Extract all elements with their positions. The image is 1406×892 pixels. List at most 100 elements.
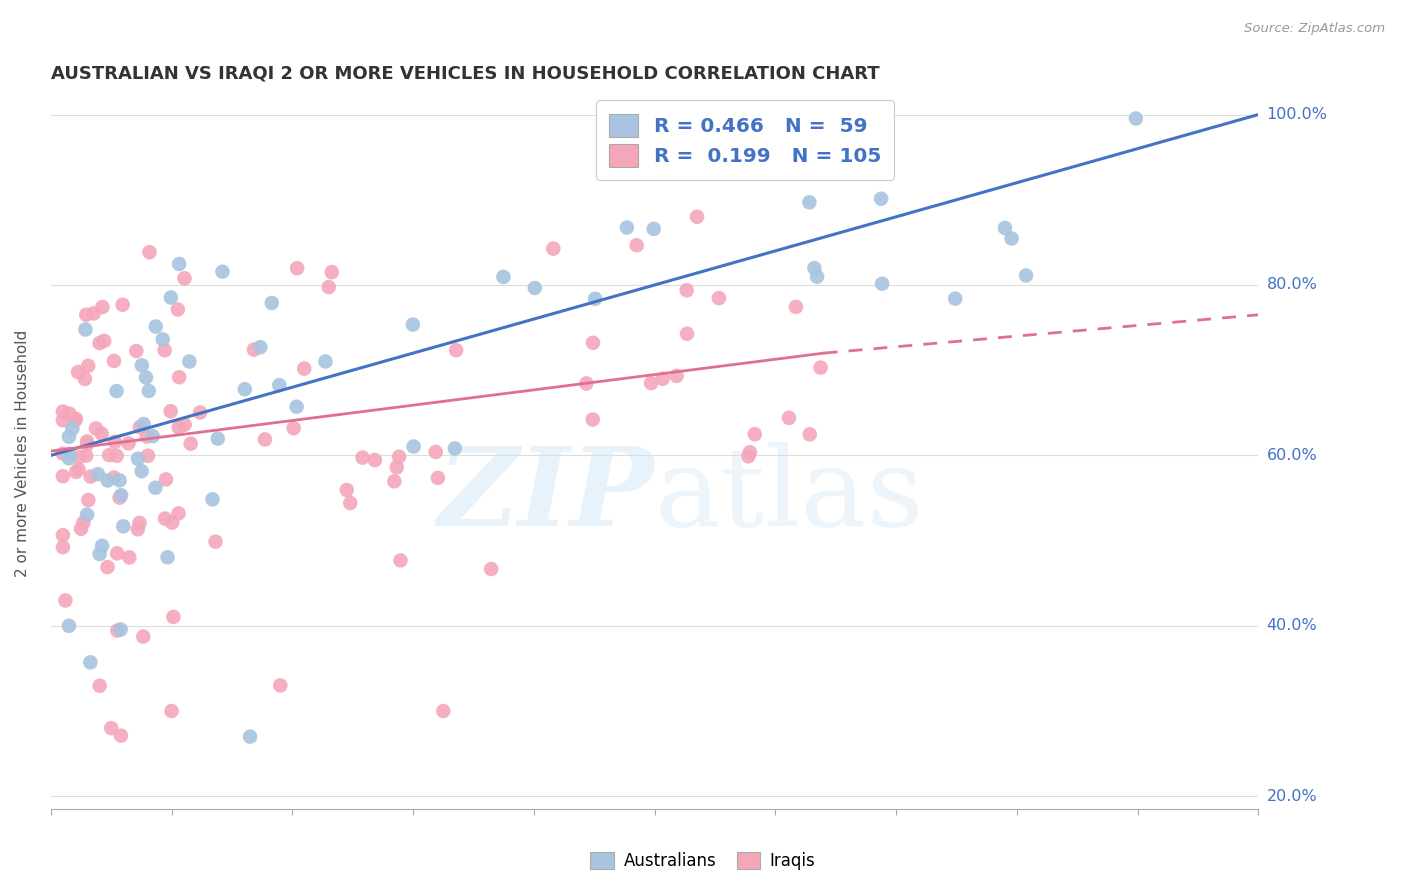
Point bbox=[543, 242, 565, 256]
Point bbox=[179, 354, 201, 368]
Point bbox=[640, 376, 662, 390]
Point bbox=[128, 420, 150, 434]
Point bbox=[52, 469, 75, 483]
Text: ZIP: ZIP bbox=[439, 442, 655, 549]
Point bbox=[112, 519, 135, 533]
Text: 100.0%: 100.0% bbox=[1267, 107, 1327, 122]
Point bbox=[90, 426, 112, 441]
Point bbox=[132, 417, 155, 431]
Text: Source: ZipAtlas.com: Source: ZipAtlas.com bbox=[1244, 22, 1385, 36]
Point bbox=[253, 433, 276, 447]
Point bbox=[52, 404, 75, 418]
Point bbox=[70, 522, 93, 536]
Point bbox=[613, 133, 636, 147]
Point bbox=[339, 496, 361, 510]
Point bbox=[76, 437, 98, 451]
Point bbox=[676, 326, 699, 341]
Point bbox=[233, 382, 256, 396]
Point bbox=[616, 220, 638, 235]
Point bbox=[204, 534, 226, 549]
Point bbox=[127, 522, 149, 536]
Point bbox=[211, 265, 233, 279]
Point bbox=[110, 623, 132, 637]
Point bbox=[153, 343, 176, 358]
Point bbox=[738, 445, 761, 459]
Point bbox=[91, 539, 114, 553]
Point bbox=[131, 464, 153, 478]
Point bbox=[285, 400, 308, 414]
Point bbox=[96, 560, 118, 574]
Point bbox=[76, 434, 98, 449]
Point bbox=[58, 619, 80, 633]
Point bbox=[575, 376, 598, 391]
Point bbox=[162, 610, 184, 624]
Point bbox=[108, 474, 131, 488]
Point bbox=[686, 210, 709, 224]
Point bbox=[744, 427, 766, 442]
Point bbox=[444, 442, 467, 456]
Point bbox=[111, 298, 134, 312]
Point bbox=[52, 528, 75, 542]
Point bbox=[142, 429, 165, 443]
Point bbox=[67, 365, 90, 379]
Point bbox=[79, 469, 101, 483]
Point bbox=[52, 413, 75, 427]
Point bbox=[145, 481, 167, 495]
Point bbox=[283, 421, 305, 435]
Point bbox=[136, 449, 159, 463]
Point bbox=[1125, 112, 1147, 126]
Point bbox=[626, 238, 648, 252]
Point bbox=[943, 292, 966, 306]
Point bbox=[643, 222, 665, 236]
Point bbox=[103, 354, 125, 368]
Point bbox=[67, 462, 90, 476]
Point bbox=[523, 281, 546, 295]
Point bbox=[243, 343, 266, 357]
Point bbox=[117, 436, 139, 450]
Point bbox=[89, 679, 111, 693]
Point bbox=[138, 245, 160, 260]
Point bbox=[583, 292, 606, 306]
Point bbox=[127, 451, 149, 466]
Point bbox=[132, 630, 155, 644]
Point bbox=[108, 491, 131, 505]
Point bbox=[153, 511, 176, 525]
Point bbox=[97, 474, 120, 488]
Text: 20.0%: 20.0% bbox=[1267, 789, 1317, 804]
Point bbox=[58, 407, 80, 421]
Point bbox=[73, 372, 96, 386]
Point bbox=[269, 678, 291, 692]
Point bbox=[110, 488, 132, 502]
Point bbox=[160, 704, 183, 718]
Point bbox=[810, 360, 832, 375]
Point bbox=[105, 546, 128, 560]
Point bbox=[803, 261, 825, 276]
Point bbox=[87, 467, 110, 482]
Point bbox=[239, 730, 262, 744]
Point bbox=[125, 344, 148, 359]
Point bbox=[778, 410, 800, 425]
Point bbox=[260, 296, 283, 310]
Point bbox=[444, 343, 467, 358]
Point bbox=[104, 434, 127, 449]
Point bbox=[388, 450, 411, 464]
Point bbox=[98, 448, 121, 462]
Point bbox=[402, 440, 425, 454]
Point bbox=[84, 421, 107, 435]
Point bbox=[651, 372, 673, 386]
Point bbox=[180, 436, 202, 450]
Point bbox=[1000, 231, 1022, 245]
Point bbox=[1015, 268, 1038, 283]
Point bbox=[785, 300, 807, 314]
Point bbox=[167, 370, 190, 384]
Point bbox=[79, 656, 101, 670]
Point bbox=[67, 450, 90, 464]
Point bbox=[269, 378, 291, 392]
Point bbox=[582, 412, 605, 426]
Point bbox=[75, 322, 97, 336]
Point bbox=[315, 354, 337, 368]
Point bbox=[665, 368, 688, 383]
Point bbox=[103, 470, 125, 484]
Point bbox=[65, 465, 87, 479]
Text: AUSTRALIAN VS IRAQI 2 OR MORE VEHICLES IN HOUSEHOLD CORRELATION CHART: AUSTRALIAN VS IRAQI 2 OR MORE VEHICLES I… bbox=[51, 64, 880, 82]
